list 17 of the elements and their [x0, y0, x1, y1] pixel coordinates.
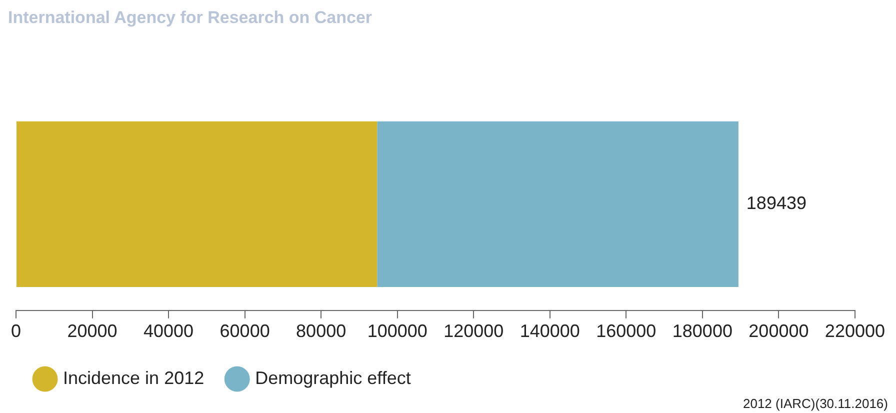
- x-tick-label: 60000: [220, 321, 270, 342]
- x-tick-label: 100000: [367, 321, 428, 342]
- x-tick-label: 200000: [748, 321, 809, 342]
- text: 2012 (IARC)(30.11.2016): [742, 396, 888, 411]
- legend-label: Demographic effect: [255, 368, 411, 388]
- x-tick-label: 40000: [144, 321, 194, 342]
- x-tick-label: 180000: [672, 321, 732, 342]
- x-tick-label: 120000: [444, 321, 504, 342]
- x-tick-label: 80000: [296, 321, 346, 342]
- x-tick-label: 140000: [520, 321, 580, 342]
- x-tick-label: 220000: [824, 321, 886, 342]
- legend-label: Incidence in 2012: [63, 368, 204, 388]
- x-tick-label: 0: [11, 321, 22, 342]
- x-tick-label: 160000: [596, 321, 656, 342]
- chart-title: International Agency for Research on Cancer: [8, 8, 374, 29]
- total-label: 189439: [746, 193, 807, 214]
- x-tick-label: 20000: [67, 321, 118, 342]
